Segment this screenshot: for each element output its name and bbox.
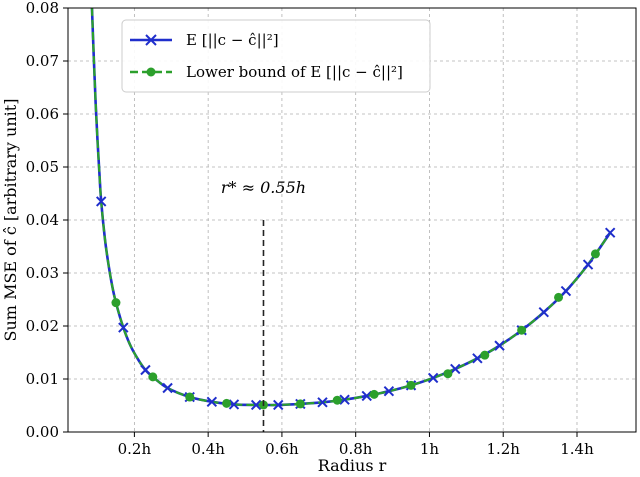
x-marker-point (228, 399, 240, 410)
x-marker-point (538, 307, 549, 318)
y-tick-label: 0.02 (26, 317, 59, 335)
x-marker-point (450, 363, 461, 375)
legend-label-expected: E [||c − ĉ||²] (186, 31, 279, 49)
circle-marker-point (332, 395, 342, 405)
series-line-lower-bound (90, 7, 612, 407)
circle-marker-point (554, 292, 564, 302)
x-marker-point (162, 382, 173, 394)
x-marker-point (317, 397, 328, 408)
circle-marker-point (111, 298, 121, 308)
x-marker-point (339, 394, 350, 405)
circle-marker-point (517, 325, 527, 335)
x-marker-point (250, 399, 262, 411)
y-tick-label: 0.01 (26, 370, 59, 388)
x-marker-point (494, 340, 505, 351)
circle-marker-point (148, 372, 158, 382)
x-marker-point (140, 364, 151, 376)
y-axis-label: Sum MSE of ĉ [arbitrary unit] (1, 99, 20, 342)
x-marker-point (95, 196, 107, 207)
legend-marker-x-icon (145, 34, 157, 46)
optimal-radius-annotation: r* ≈ 0.55h (221, 178, 306, 432)
legend-label-lower-bound: Lower bound of E [||c − ĉ||²] (186, 63, 403, 81)
circle-marker-point (222, 398, 232, 408)
x-marker-point (361, 390, 372, 402)
x-marker-point (560, 285, 572, 297)
x-tick-label: 1.4h (560, 440, 594, 458)
x-tick-label: 0.2h (118, 440, 152, 458)
x-tick-label: 0.4h (191, 440, 225, 458)
optimal-radius-label: r* ≈ 0.55h (221, 178, 306, 197)
x-axis-label: Radius r (318, 456, 387, 475)
y-axis-ticks: 0.00 0.01 0.02 0.03 0.04 0.05 0.06 0.07 0.08 (26, 0, 68, 441)
y-tick-label: 0.00 (26, 423, 59, 441)
y-tick-label: 0.05 (26, 158, 59, 176)
y-tick-label: 0.04 (26, 211, 59, 229)
x-axis-ticks: 0.2h 0.4h 0.6h 0.8h 1h 1.2h 1.4h (118, 432, 594, 458)
legend-box (121, 19, 431, 93)
x-marker-point (206, 396, 218, 407)
x-marker-point (582, 259, 594, 270)
x-marker-point (383, 385, 395, 397)
legend: E [||c − ĉ||²] Lower bound of E [||c − ĉ… (121, 19, 431, 93)
y-tick-label: 0.03 (26, 264, 59, 282)
circle-marker-point (406, 380, 416, 390)
x-tick-label: 0.8h (339, 440, 373, 458)
x-tick-label: 0.6h (265, 440, 299, 458)
circle-marker-point (480, 350, 490, 360)
x-marker-point (118, 322, 129, 333)
circle-marker-point (295, 399, 305, 409)
y-tick-label: 0.06 (26, 105, 59, 123)
x-marker-point (427, 372, 439, 384)
markers (95, 196, 616, 411)
x-marker-point (604, 227, 616, 238)
circle-marker-point (369, 389, 379, 399)
x-tick-label: 1.2h (486, 440, 520, 458)
y-tick-label: 0.07 (26, 52, 59, 70)
circle-marker-point (443, 369, 453, 379)
legend-marker-circle-icon (146, 67, 156, 77)
x-marker-point (273, 399, 284, 411)
y-tick-label: 0.08 (26, 0, 59, 17)
circle-marker-point (185, 392, 195, 402)
circle-marker-point (590, 249, 600, 259)
x-tick-label: 1h (420, 440, 440, 458)
